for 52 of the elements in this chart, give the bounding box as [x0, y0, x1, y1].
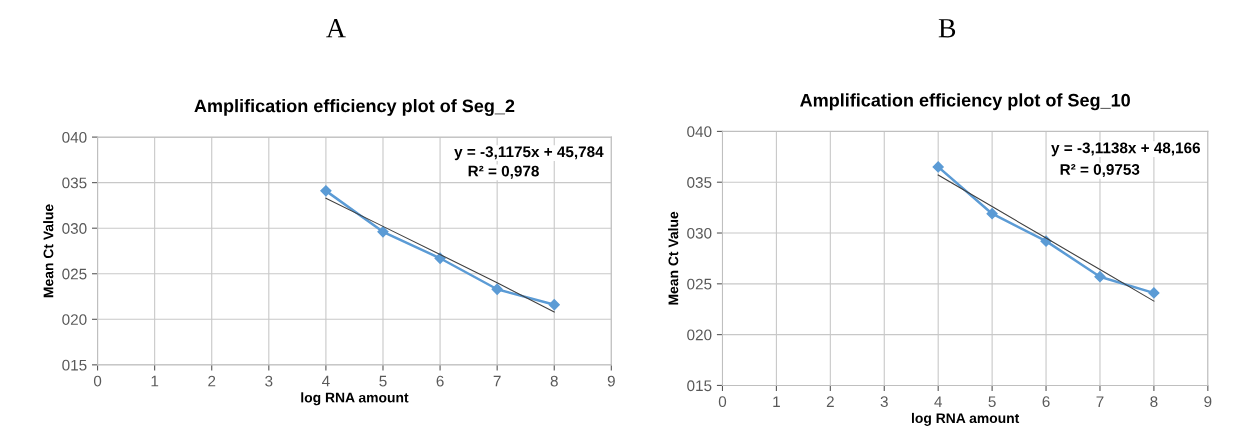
y-tick-label: 020	[687, 329, 712, 341]
x-tick-label: 8	[1150, 396, 1158, 408]
x-tick-label: 5	[988, 396, 996, 408]
y-tick-label: 020	[62, 314, 87, 325]
point	[1148, 287, 1160, 299]
chart-title: Amplification efficiency plot of Seg_10	[800, 93, 1130, 111]
annotation: y = -3,1138x + 48,166	[1051, 142, 1201, 157]
x-tick-label: 3	[265, 375, 273, 387]
x-tick-label: 9	[1204, 396, 1212, 408]
y-tick-label: 040	[62, 131, 87, 143]
point	[986, 208, 998, 220]
y-axis-title: Mean Ct Value	[43, 204, 54, 298]
y-tick-label: 035	[687, 177, 712, 188]
x-tick-label: 1	[151, 375, 159, 387]
x-tick-label: 9	[607, 375, 615, 387]
y-tick-label: 025	[687, 278, 712, 290]
y-tick-label: 030	[687, 227, 712, 239]
point	[932, 161, 944, 173]
x-tick-label: 6	[1042, 396, 1050, 408]
annotation: R² = 0,978	[468, 165, 539, 179]
x-axis-title: log RNA amount	[911, 412, 1020, 426]
y-tick-label: 030	[62, 223, 87, 234]
x-tick-label: 0	[718, 396, 727, 408]
x-tick-label: 6	[436, 375, 444, 387]
y-axis-title: Mean Ct Value	[668, 211, 679, 305]
text: A	[326, 19, 346, 38]
point	[1094, 271, 1106, 283]
x-tick-label: 1	[773, 396, 780, 407]
x-tick-label: 5	[379, 375, 387, 387]
chart-title: Amplification efficiency plot of Seg_2	[194, 99, 515, 116]
x-tick-label: 0	[93, 375, 102, 387]
point	[548, 299, 560, 311]
y-tick-label: 015	[62, 359, 87, 371]
x-tick-label: 2	[208, 375, 216, 387]
y-tick-label: 015	[687, 380, 712, 392]
x-tick-label: 7	[1096, 396, 1104, 407]
point	[320, 185, 332, 197]
point	[491, 283, 503, 295]
x-tick-label: 4	[934, 396, 942, 407]
y-tick-label: 035	[62, 177, 87, 189]
x-tick-label: 8	[550, 375, 558, 387]
x-tick-label: 2	[826, 396, 834, 407]
x-tick-label: 3	[880, 396, 888, 408]
annotation: y = -3,1175x + 45,784	[454, 146, 604, 161]
text: B	[938, 19, 956, 38]
annotation: R² = 0,9753	[1060, 164, 1140, 178]
x-axis-title: log RNA amount	[301, 392, 409, 406]
point	[377, 226, 389, 238]
y-tick-label: 040	[687, 126, 712, 138]
y-tick-label: 025	[62, 268, 87, 280]
x-tick-label: 4	[322, 375, 330, 387]
x-tick-label: 7	[493, 375, 501, 387]
